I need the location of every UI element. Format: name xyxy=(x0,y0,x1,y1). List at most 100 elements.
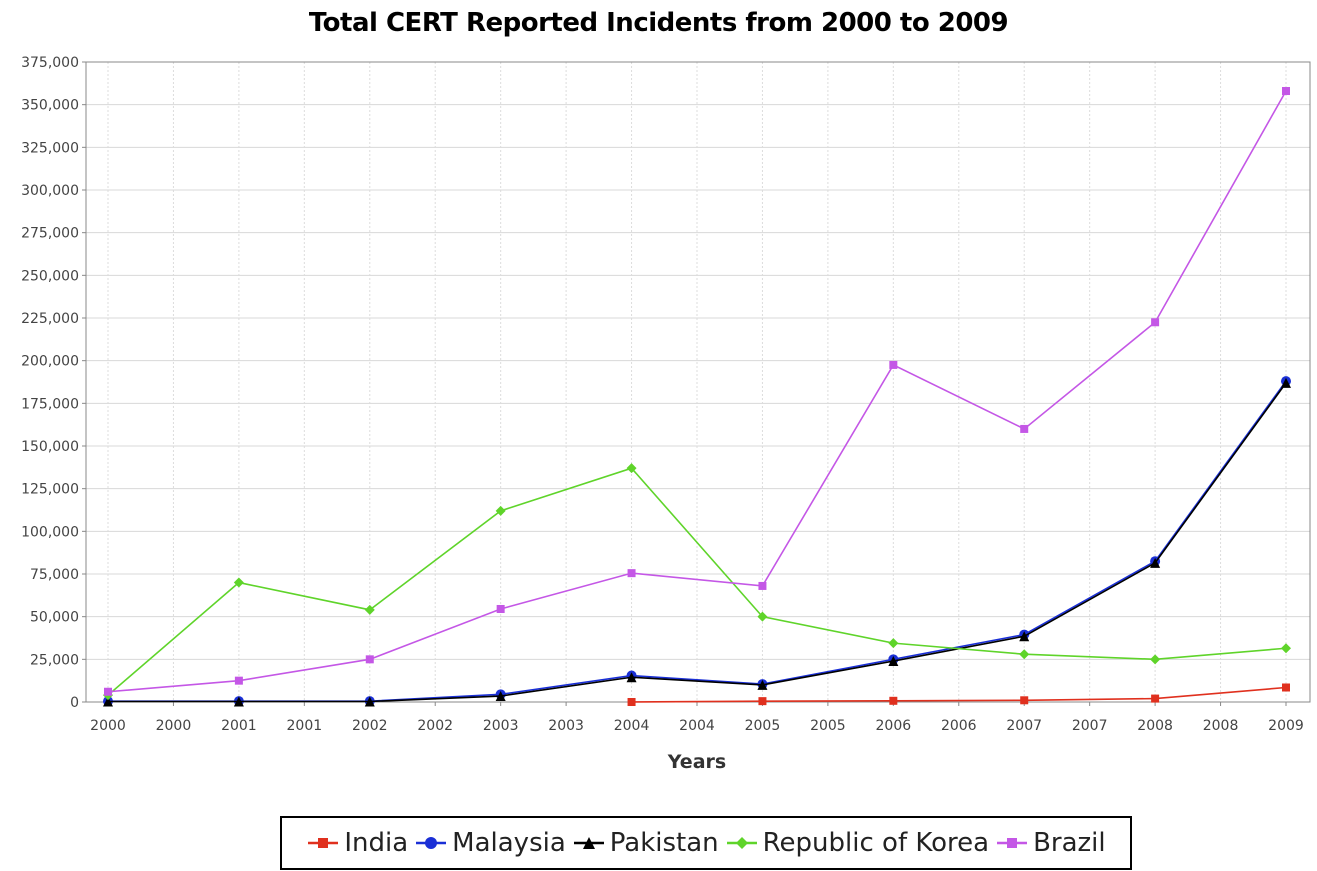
x-tick-label: 2000 xyxy=(90,718,126,734)
data-point-pakistan xyxy=(495,691,506,702)
data-point-india xyxy=(758,697,767,706)
data-point-india xyxy=(1151,694,1160,703)
y-axis: 0 25,000 50,000 75,000 100,000 125,000 150,000… xyxy=(21,55,86,711)
data-point-brazil xyxy=(496,604,505,613)
y-tick-label: 250,000 xyxy=(21,268,79,284)
legend-label: Malaysia xyxy=(452,828,566,858)
data-point-republic-of-korea xyxy=(757,611,768,622)
x-tick-label: 2009 xyxy=(1268,718,1304,734)
legend-item-brazil: Brazil xyxy=(995,828,1106,858)
line-chart: 0 25,000 50,000 75,000 100,000 125,000 150,000… xyxy=(21,55,1311,773)
legend-swatch xyxy=(416,837,447,849)
y-tick-label: 275,000 xyxy=(21,226,79,242)
data-point-india xyxy=(889,696,898,705)
series-malaysia xyxy=(103,376,1291,707)
data-point-india xyxy=(1282,683,1290,692)
x-tick-label: 2004 xyxy=(614,718,650,734)
chart-title: Total CERT Reported Incidents from 2000 … xyxy=(308,8,1009,38)
x-tick-label: 2001 xyxy=(221,718,257,734)
x-tick-label: 2000 xyxy=(156,718,192,734)
y-tick-label: 375,000 xyxy=(21,55,79,71)
legend-item-pakistan: Pakistan xyxy=(572,828,719,858)
data-point-pakistan xyxy=(233,696,244,707)
data-point-pakistan xyxy=(1150,557,1161,568)
data-point-brazil xyxy=(1282,87,1290,96)
x-tick-label: 2007 xyxy=(1006,718,1042,734)
data-point-pakistan xyxy=(103,696,113,707)
legend-swatch xyxy=(726,837,757,849)
y-tick-label: 350,000 xyxy=(21,98,79,114)
x-tick-label: 2002 xyxy=(352,718,388,734)
x-tick-label: 2002 xyxy=(417,718,453,734)
series-layer xyxy=(103,87,1291,707)
x-axis: 2000 2000 2001 2001 2002 2002 2003 2003 2004 2004… xyxy=(90,702,1304,734)
y-tick-label: 325,000 xyxy=(21,140,79,156)
legend-item-republic-of-korea: Republic of Korea xyxy=(725,828,989,858)
x-tick-label: 2008 xyxy=(1203,718,1239,734)
data-point-republic-of-korea xyxy=(495,505,506,516)
legend-item-india: India xyxy=(306,828,408,858)
grid-layer xyxy=(86,61,1310,702)
data-point-brazil xyxy=(234,676,243,685)
data-point-brazil xyxy=(1151,318,1160,327)
data-point-brazil xyxy=(627,569,636,578)
y-tick-label: 175,000 xyxy=(21,396,79,412)
legend-label: Republic of Korea xyxy=(762,828,990,858)
data-point-india xyxy=(1020,696,1029,705)
legend-label: India xyxy=(344,828,409,858)
data-point-brazil xyxy=(758,581,767,590)
plot-area xyxy=(85,61,1311,703)
x-tick-label: 2004 xyxy=(679,718,715,734)
legend-item-malaysia: Malaysia xyxy=(414,828,566,858)
data-point-brazil xyxy=(104,687,112,696)
x-tick-label: 2003 xyxy=(483,718,519,734)
legend-swatch xyxy=(573,837,604,849)
x-tick-label: 2001 xyxy=(287,718,323,734)
data-point-pakistan xyxy=(364,696,375,707)
x-tick-label: 2008 xyxy=(1137,718,1173,734)
y-tick-label: 0 xyxy=(70,695,79,711)
y-tick-label: 50,000 xyxy=(30,610,79,626)
data-point-pakistan xyxy=(1281,377,1291,388)
series-line-pakistan xyxy=(108,382,1287,703)
data-point-republic-of-korea xyxy=(364,604,375,615)
legend: India Malaysia Pakistan Republic of Korea Br… xyxy=(280,816,1132,870)
y-tick-label: 225,000 xyxy=(21,311,79,327)
legend-label: Brazil xyxy=(1033,828,1106,858)
y-tick-label: 200,000 xyxy=(21,354,79,370)
y-tick-label: 100,000 xyxy=(21,524,79,540)
x-tick-label: 2007 xyxy=(1072,718,1108,734)
y-tick-label: 300,000 xyxy=(21,183,79,199)
data-point-brazil xyxy=(1020,424,1029,433)
data-point-pakistan xyxy=(1019,631,1030,642)
series-line-republic-of-korea xyxy=(107,467,1287,696)
data-point-republic-of-korea xyxy=(888,638,899,649)
data-point-republic-of-korea xyxy=(233,577,244,588)
x-tick-label: 2005 xyxy=(745,718,781,734)
series-line-malaysia xyxy=(108,380,1287,702)
data-point-republic-of-korea xyxy=(1150,654,1161,665)
series-india xyxy=(627,683,1290,706)
data-point-brazil xyxy=(365,655,374,664)
series-line-brazil xyxy=(107,90,1287,693)
data-point-republic-of-korea xyxy=(626,463,637,474)
x-tick-label: 2006 xyxy=(941,718,977,734)
data-point-pakistan xyxy=(757,679,768,690)
legend-swatch xyxy=(997,838,1028,848)
y-tick-label: 25,000 xyxy=(30,652,79,668)
data-point-india xyxy=(627,698,636,706)
x-tick-label: 2006 xyxy=(876,718,912,734)
series-brazil xyxy=(104,87,1290,696)
y-tick-label: 125,000 xyxy=(21,482,79,498)
x-tick-label: 2003 xyxy=(548,718,584,734)
data-point-pakistan xyxy=(888,656,899,667)
x-tick-label: 2005 xyxy=(810,718,846,734)
y-tick-label: 150,000 xyxy=(21,439,79,455)
legend-label: Pakistan xyxy=(609,828,719,858)
series-line-india xyxy=(631,686,1287,703)
data-point-pakistan xyxy=(626,672,637,683)
x-axis-title: Years xyxy=(667,751,726,773)
series-pakistan xyxy=(103,377,1291,707)
legend-swatch xyxy=(308,838,339,848)
y-tick-label: 75,000 xyxy=(30,567,79,583)
